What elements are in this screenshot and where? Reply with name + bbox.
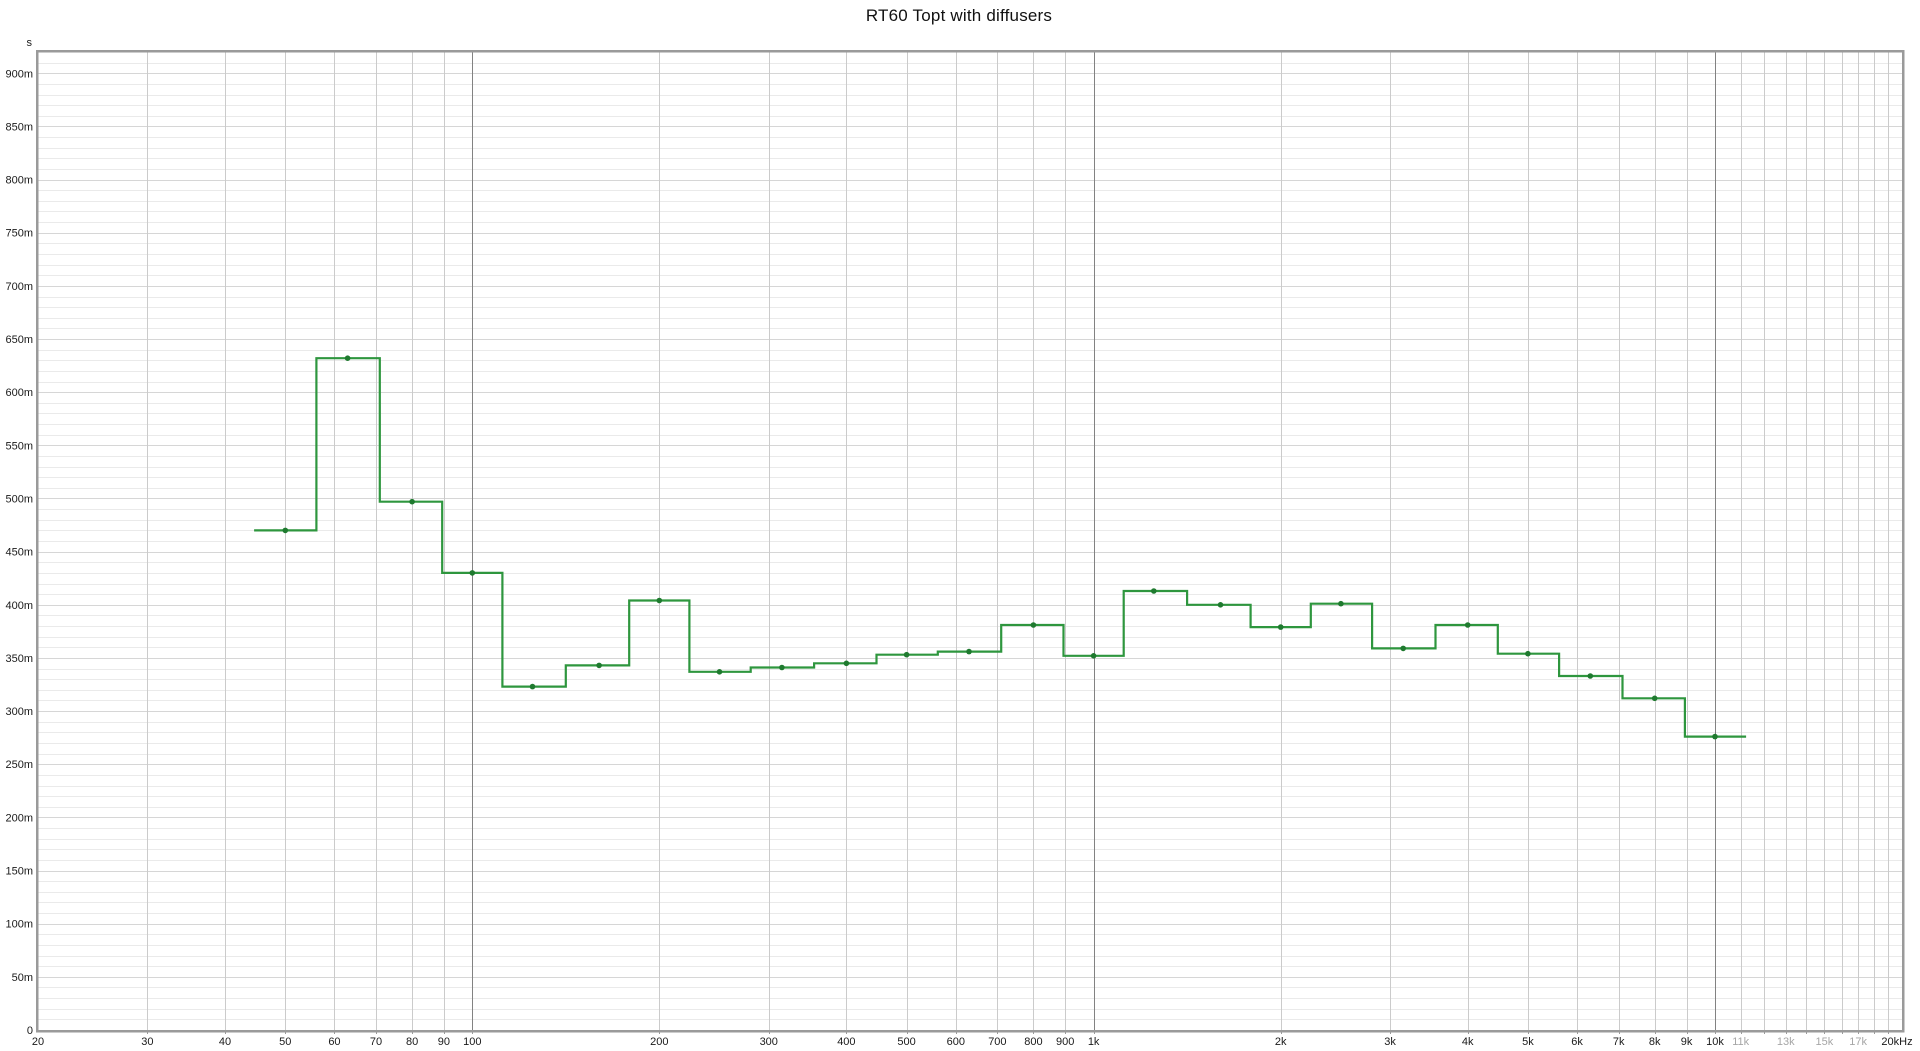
y-tick-label: 550m	[5, 440, 33, 452]
y-tick-label: 100m	[5, 919, 33, 931]
y-tick-label: 400m	[5, 600, 33, 612]
y-tick-label: 600m	[5, 387, 33, 399]
y-tick-label: 450m	[5, 547, 33, 559]
band-marker	[1217, 602, 1224, 608]
band-marker	[344, 355, 351, 362]
plot-border	[35, 49, 1905, 1033]
band-marker	[1464, 622, 1471, 628]
y-axis-unit-label: s	[27, 37, 33, 49]
x-tick-label: 3k	[1384, 1036, 1396, 1048]
x-tick-label: 50	[279, 1036, 291, 1048]
chart-title: RT60 Topt with diffusers	[865, 6, 1053, 25]
y-tick-label: 350m	[5, 653, 33, 665]
y-tick-label: 250m	[5, 759, 33, 771]
x-tick-label: 200	[650, 1036, 668, 1048]
y-tick-label: 150m	[5, 866, 33, 878]
band-marker	[1525, 650, 1531, 657]
x-tick-label: 400	[837, 1036, 855, 1048]
band-marker	[1712, 733, 1718, 740]
x-tick-label: 11k	[1732, 1036, 1749, 1048]
band-marker	[779, 664, 785, 671]
band-marker	[1651, 695, 1658, 702]
x-tick-label: 17k	[1849, 1036, 1867, 1048]
y-tick-label: 800m	[5, 175, 33, 187]
x-tick-label: 6k	[1571, 1036, 1583, 1048]
y-tick-label: 300m	[5, 706, 33, 718]
y-tick-label: 200m	[5, 812, 33, 824]
y-tick-label: 500m	[5, 493, 33, 505]
x-tick-label: 4k	[1462, 1036, 1474, 1048]
band-marker	[966, 648, 972, 655]
band-marker	[469, 570, 476, 576]
x-tick-label: 600	[947, 1036, 965, 1048]
y-tick-label: 700m	[5, 281, 33, 293]
band-marker	[1338, 600, 1344, 607]
x-tick-label: 2k	[1275, 1036, 1287, 1048]
y-tick-label: 50m	[12, 972, 33, 984]
band-marker	[596, 662, 602, 669]
y-tick-label: 650m	[5, 334, 33, 346]
x-tick-label: 100	[463, 1036, 481, 1048]
x-tick-label: 80	[406, 1036, 418, 1048]
x-tick-label: 20	[32, 1036, 44, 1048]
band-marker	[1090, 653, 1097, 659]
rt60-step-line	[254, 357, 1747, 738]
x-tick-label: 60	[328, 1036, 340, 1048]
x-tick-label: 5k	[1522, 1036, 1534, 1048]
x-tick-label: 1k	[1088, 1036, 1100, 1048]
band-marker	[843, 660, 850, 667]
band-marker	[282, 527, 289, 534]
band-marker	[716, 669, 723, 675]
band-marker	[1030, 622, 1037, 628]
x-tick-label: 13k	[1777, 1036, 1795, 1048]
band-marker	[1151, 588, 1157, 594]
x-tick-label: 15k	[1815, 1036, 1833, 1048]
y-tick-label: 0	[27, 1025, 33, 1037]
x-tick-label: 90	[438, 1036, 450, 1048]
x-tick-label: 700	[988, 1036, 1006, 1048]
x-tick-label: 800	[1024, 1036, 1042, 1048]
y-tick-label: 900m	[5, 68, 33, 80]
x-tick-label: 20kHz	[1881, 1036, 1912, 1048]
band-marker	[1587, 673, 1594, 679]
x-tick-label: 40	[219, 1036, 231, 1048]
band-marker	[1277, 624, 1284, 630]
x-tick-label: 8k	[1649, 1036, 1661, 1048]
band-marker	[409, 498, 415, 505]
band-marker	[656, 597, 663, 604]
x-tick-label: 30	[141, 1036, 153, 1048]
x-tick-label: 9k	[1681, 1036, 1693, 1048]
x-tick-label: 70	[370, 1036, 382, 1048]
y-tick-label: 750m	[5, 228, 33, 240]
x-tick-label: 10k	[1706, 1036, 1724, 1048]
x-tick-label: 900	[1056, 1036, 1074, 1048]
x-tick-label: 300	[760, 1036, 778, 1048]
band-marker	[529, 683, 536, 690]
x-tick-label: 7k	[1613, 1036, 1625, 1048]
y-tick-label: 850m	[5, 121, 33, 133]
x-tick-label: 500	[897, 1036, 915, 1048]
band-marker	[903, 651, 910, 658]
band-marker	[1400, 645, 1406, 652]
